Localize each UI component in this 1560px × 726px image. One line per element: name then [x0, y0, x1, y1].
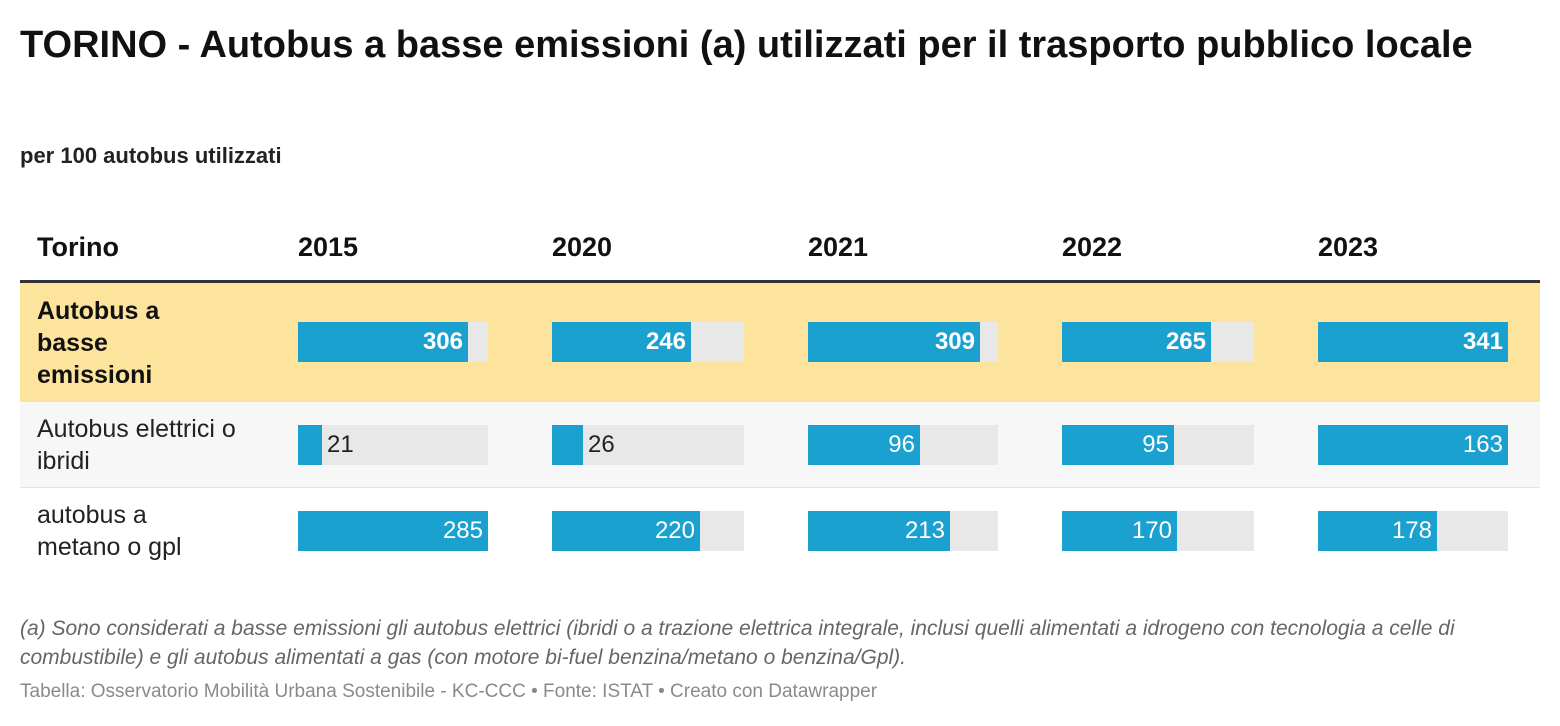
chart-title: TORINO - Autobus a basse emissioni (a) u…: [20, 24, 1473, 66]
data-bar: [1062, 425, 1174, 465]
data-bar: [808, 322, 980, 362]
bar-cell: 96: [808, 425, 998, 465]
data-bar: [298, 511, 488, 551]
header-year: 2015: [298, 232, 359, 262]
bar-cell: 178: [1318, 511, 1508, 551]
data-bar: [552, 322, 691, 362]
header-year: 2020: [552, 232, 613, 262]
bar-background: [298, 425, 488, 465]
value-label: 220: [654, 517, 695, 544]
value-label: 96: [888, 431, 915, 458]
header-year: 2021: [808, 232, 869, 262]
data-bar: [298, 425, 322, 465]
header-year: 2022: [1062, 232, 1123, 262]
value-label: 213: [904, 517, 945, 544]
bar-cell: 306: [298, 322, 488, 362]
value-label: 246: [645, 328, 686, 355]
data-bar: [1318, 511, 1437, 551]
data-bar: [552, 425, 583, 465]
bar-cell: 163: [1318, 425, 1508, 465]
data-bar: [1318, 425, 1508, 465]
header-city: Torino: [37, 232, 119, 262]
data-bar: [552, 511, 700, 551]
table-row: autobus a metano o gpl 285 220 213 170 178: [20, 488, 1540, 573]
bar-cell: 246: [552, 322, 744, 362]
bar-cell: 309: [808, 322, 998, 362]
header-year: 2023: [1318, 232, 1379, 262]
value-label: 95: [1142, 431, 1169, 458]
data-table: Torino 2015 2020 2021 2022 2023 Autobus …: [20, 214, 1540, 573]
value-label: 306: [422, 328, 463, 355]
bar-cell: 341: [1318, 322, 1508, 362]
data-bar: [298, 322, 468, 362]
value-label: 265: [1165, 328, 1206, 355]
value-label: 178: [1391, 517, 1432, 544]
row-label: Autobus a basse emissioni: [37, 297, 160, 389]
bar-cell: 220: [552, 511, 744, 551]
table-header: Torino 2015 2020 2021 2022 2023: [20, 214, 1540, 283]
footnote: (a) Sono considerati a basse emissioni g…: [20, 617, 1455, 669]
value-label: 285: [442, 517, 483, 544]
table-row: Autobus elettrici o ibridi 21 26 96 95 163: [20, 402, 1540, 488]
bar-cell: 21: [298, 425, 488, 465]
bar-cell: 285: [298, 511, 488, 551]
bar-cell: 170: [1062, 511, 1254, 551]
value-label: 163: [1462, 431, 1503, 458]
bar-cell: 265: [1062, 322, 1254, 362]
bar-cell: 95: [1062, 425, 1254, 465]
bar-cell: 213: [808, 511, 998, 551]
value-label: 341: [1462, 328, 1503, 355]
bar-cell: 26: [552, 425, 744, 465]
value-label: 170: [1131, 517, 1172, 544]
bar-background: [552, 425, 744, 465]
value-label: 21: [327, 431, 354, 458]
data-bar: [808, 511, 950, 551]
data-bar: [1318, 322, 1508, 362]
data-bar: [808, 425, 920, 465]
chart-subtitle: per 100 autobus utilizzati: [20, 143, 282, 168]
value-label: 26: [588, 431, 615, 458]
data-bar: [1062, 511, 1177, 551]
source-line: Tabella: Osservatorio Mobilità Urbana So…: [20, 681, 878, 702]
data-bar: [1062, 322, 1211, 362]
value-label: 309: [934, 328, 975, 355]
row-label: Autobus elettrici o ibridi: [37, 415, 236, 475]
table-row: Autobus a basse emissioni 306 246 309 265 34…: [20, 283, 1540, 402]
row-label: autobus a metano o gpl: [37, 501, 182, 561]
